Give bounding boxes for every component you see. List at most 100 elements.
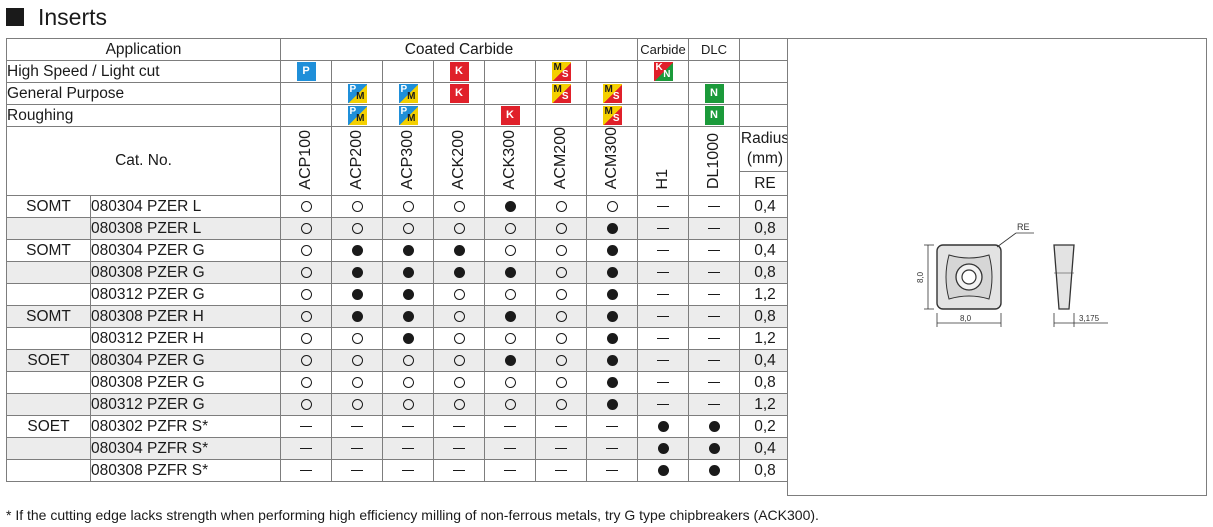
- application-grade-cell: N: [688, 82, 740, 105]
- filled-circle-icon: [606, 377, 618, 389]
- open-circle-icon: [453, 399, 465, 411]
- filled-circle-icon: [453, 245, 465, 257]
- dash-icon: [708, 205, 720, 208]
- dash-icon: [453, 425, 465, 428]
- open-circle-icon: [504, 333, 516, 345]
- availability-cell: [688, 371, 740, 395]
- availability-cell: [382, 327, 434, 351]
- availability-cell: [535, 217, 587, 241]
- availability-cell: [688, 261, 740, 285]
- open-circle-icon: [402, 223, 414, 235]
- dash-icon: [657, 271, 669, 274]
- availability-cell: [637, 415, 689, 439]
- availability-cell: [331, 195, 383, 219]
- series-cell: [6, 261, 91, 285]
- availability-cell: [280, 437, 332, 461]
- open-circle-icon: [300, 223, 312, 235]
- availability-cell: [484, 415, 536, 439]
- application-grade-cell: [484, 82, 536, 105]
- blank-header-cell: [739, 38, 791, 61]
- dash-icon: [606, 469, 618, 472]
- availability-cell: [280, 371, 332, 395]
- open-circle-icon: [453, 311, 465, 323]
- dash-icon: [402, 469, 414, 472]
- dash-icon: [657, 359, 669, 362]
- filled-circle-icon: [606, 311, 618, 323]
- series-cell: SOMT: [6, 195, 91, 219]
- filled-circle-icon: [402, 267, 414, 279]
- availability-cell: [637, 393, 689, 417]
- availability-cell: [433, 371, 485, 395]
- filled-circle-icon: [606, 223, 618, 235]
- iso-badge-k-icon: K: [449, 61, 469, 81]
- availability-cell: [280, 393, 332, 417]
- dash-icon: [351, 447, 363, 450]
- open-circle-icon: [300, 245, 312, 257]
- series-cell: SOMT: [6, 239, 91, 263]
- table-row: SOET 080302 PZFR S* 0,2: [6, 415, 791, 439]
- availability-cell: [535, 459, 587, 483]
- application-grade-cell: P: [280, 60, 332, 83]
- availability-cell: [280, 195, 332, 219]
- availability-cell: [637, 261, 689, 285]
- open-circle-icon: [300, 355, 312, 367]
- availability-cell: [382, 415, 434, 439]
- open-circle-icon: [300, 311, 312, 323]
- cat-no-cell: 080308 PZER G: [90, 371, 281, 395]
- application-grade-cell: [331, 60, 383, 83]
- open-circle-icon: [300, 289, 312, 301]
- cat-no-cell: 080304 PZFR S*: [90, 437, 281, 461]
- availability-cell: [637, 195, 689, 219]
- table-row: 080304 PZFR S* 0,4: [6, 437, 791, 461]
- availability-cell: [484, 195, 536, 219]
- re-label: RE: [1017, 222, 1030, 232]
- re-value: 0,8: [739, 459, 791, 483]
- table-row: 080308 PZER G 0,8: [6, 261, 791, 285]
- availability-cell: [280, 217, 332, 241]
- availability-cell: [331, 393, 383, 417]
- filled-circle-icon: [606, 399, 618, 411]
- re-leader-line: [996, 232, 1017, 248]
- availability-cell: [586, 195, 638, 219]
- dash-icon: [657, 337, 669, 340]
- application-grade-cell: N: [688, 104, 740, 127]
- availability-cell: [637, 239, 689, 263]
- grade-header: ACM200: [535, 125, 587, 197]
- filled-circle-icon: [606, 267, 618, 279]
- availability-cell: [586, 239, 638, 263]
- dash-icon: [606, 425, 618, 428]
- availability-cell: [433, 261, 485, 285]
- cat-no-cell: 080312 PZER G: [90, 283, 281, 307]
- page-title: Inserts: [6, 3, 107, 31]
- application-label: High Speed / Light cut: [6, 60, 281, 83]
- grade-name: ACP200: [348, 129, 365, 190]
- filled-circle-icon: [402, 289, 414, 301]
- availability-cell: [637, 459, 689, 483]
- cat-no-cell: 080312 PZER G: [90, 393, 281, 417]
- availability-cell: [433, 415, 485, 439]
- table-row: 080308 PZER L 0,8: [6, 217, 791, 241]
- grade-header: ACP300: [382, 125, 434, 197]
- availability-cell: [637, 217, 689, 241]
- re-value: 0,2: [739, 415, 791, 439]
- grade-name: DL1000: [705, 133, 722, 190]
- application-grade-cell: [382, 60, 434, 83]
- availability-cell: [331, 217, 383, 241]
- iso-badge-n-icon: N: [704, 105, 724, 125]
- availability-cell: [331, 239, 383, 263]
- series-cell: [6, 327, 91, 351]
- re-value: 0,4: [739, 437, 791, 461]
- carbide-header: Carbide: [637, 38, 689, 61]
- grade-header: ACM300: [586, 125, 638, 197]
- application-grade-cell: [535, 104, 587, 127]
- availability-cell: [382, 459, 434, 483]
- table-row: 080312 PZER G 1,2: [6, 393, 791, 417]
- availability-cell: [331, 349, 383, 373]
- availability-cell: [688, 283, 740, 307]
